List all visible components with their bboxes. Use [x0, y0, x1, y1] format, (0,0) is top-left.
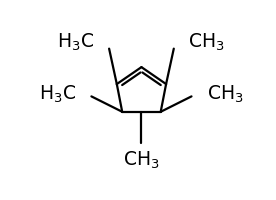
- Text: $\mathregular{CH_3}$: $\mathregular{CH_3}$: [207, 84, 243, 105]
- Text: $\mathregular{CH_3}$: $\mathregular{CH_3}$: [189, 32, 225, 53]
- Text: $\mathregular{H_3C}$: $\mathregular{H_3C}$: [39, 84, 76, 105]
- Text: $\mathregular{CH_3}$: $\mathregular{CH_3}$: [123, 150, 160, 171]
- Text: $\mathregular{H_3C}$: $\mathregular{H_3C}$: [57, 32, 94, 53]
